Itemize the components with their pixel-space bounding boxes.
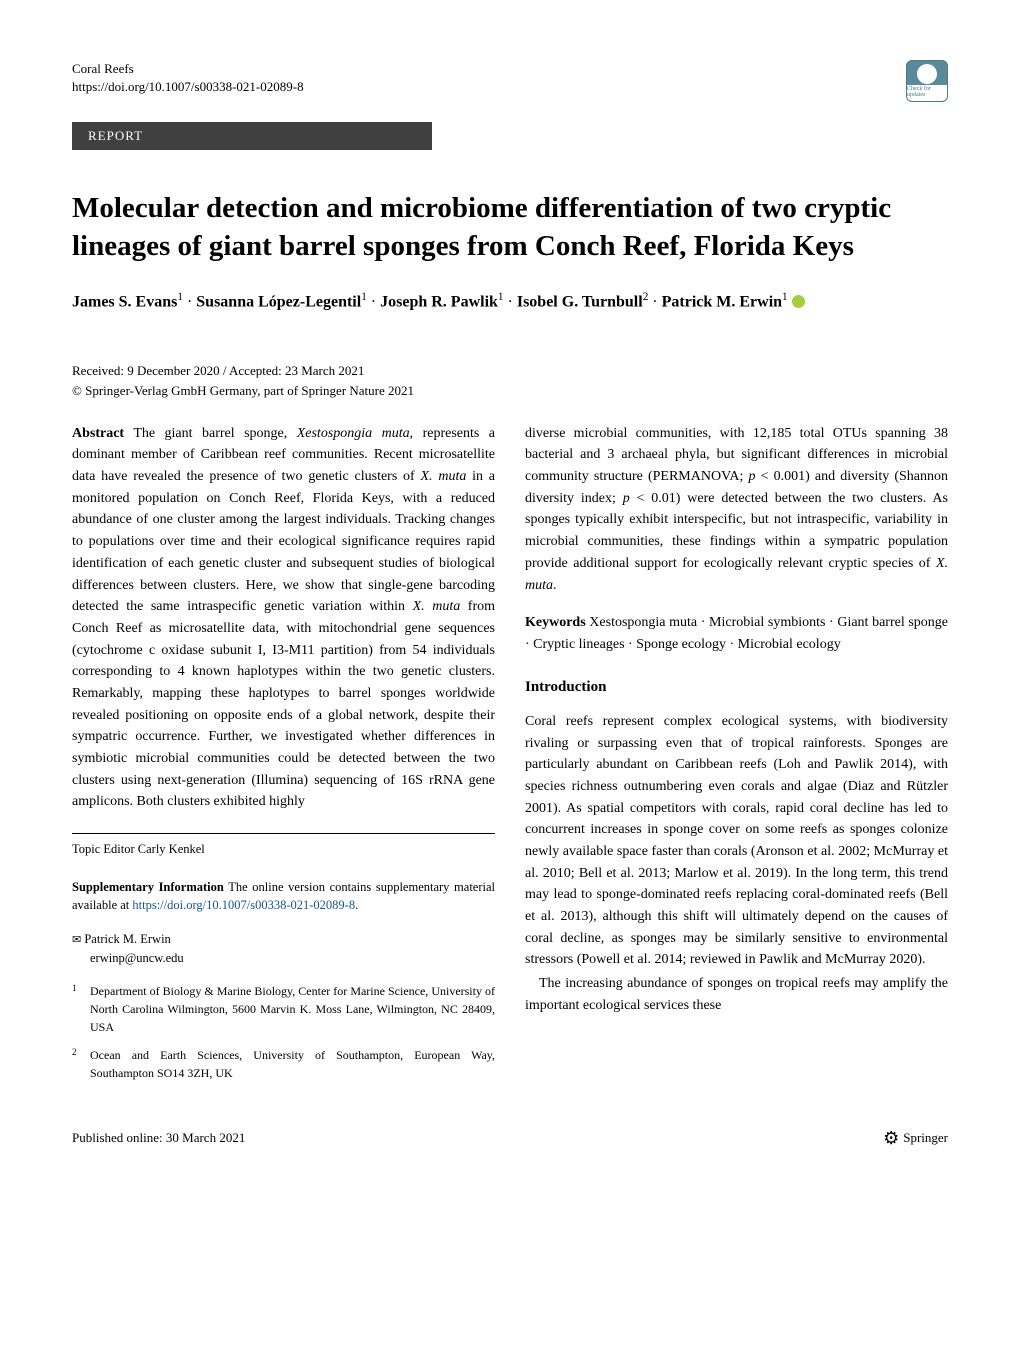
page-footer: Published online: 30 March 2021 ⚙ Spring… [72,1128,948,1149]
author-4: Isobel G. Turnbull [517,294,643,311]
article-title: Molecular detection and microbiome diffe… [72,190,948,265]
intro-paragraph-1: Coral reefs represent complex ecological… [525,711,948,971]
affil-1-text: Department of Biology & Marine Biology, … [90,982,495,1036]
affil-1-num: 1 [72,982,80,1036]
doi-link[interactable]: https://doi.org/10.1007/s00338-021-02089… [72,78,304,96]
author-3-affil: 1 [498,291,504,303]
author-1-affil: 1 [177,291,183,303]
report-badge: REPORT [72,122,432,150]
affil-2-text: Ocean and Earth Sciences, University of … [90,1046,495,1082]
published-online: Published online: 30 March 2021 [72,1130,245,1146]
abstract-text-2d: . [553,578,557,593]
corresponding-author: ✉ Patrick M. Erwin erwinp@uncw.edu [72,930,495,968]
p-value: p [623,491,630,506]
supplementary-info: Supplementary Information The online ver… [72,873,495,914]
received-accepted-dates: Received: 9 December 2020 / Accepted: 23… [72,363,948,379]
abstract-label: Abstract [72,426,124,441]
author-5-affil: 1 [782,291,788,303]
author-4-affil: 2 [643,291,649,303]
envelope-icon: ✉ [72,932,81,949]
publisher-name: Springer [903,1130,948,1146]
supp-link[interactable]: https://doi.org/10.1007/s00338-021-02089… [132,898,355,912]
topic-editor-line: Topic Editor Carly Kenkel [72,833,495,859]
supp-end: . [355,898,358,912]
corr-email: erwinp@uncw.edu [90,951,184,965]
abstract-text-1a: The giant barrel sponge, [124,426,297,441]
page-header: Coral Reefs https://doi.org/10.1007/s003… [72,60,948,102]
keywords-text: Xestospongia muta · Microbial symbionts … [525,615,948,652]
abstract-paragraph: Abstract The giant barrel sponge, Xestos… [72,423,495,813]
affiliation-1: 1 Department of Biology & Marine Biology… [72,982,495,1036]
p-value: p [749,469,756,484]
species-name: Xestospongia muta [297,426,410,441]
right-column: diverse microbial communities, with 12,1… [525,423,948,1092]
journal-info: Coral Reefs https://doi.org/10.1007/s003… [72,60,304,96]
corr-name: Patrick M. Erwin [84,932,170,946]
separator: · [187,294,196,311]
species-name: X. muta [421,469,467,484]
orcid-icon[interactable] [792,295,805,308]
separator: · [652,294,661,311]
author-list: James S. Evans1 · Susanna López-Legentil… [72,289,948,314]
separator: · [508,294,517,311]
check-updates-badge[interactable]: Check for updates [906,60,948,102]
keywords-label: Keywords [525,615,586,630]
separator: · [371,294,380,311]
intro-paragraph-2: The increasing abundance of sponges on t… [525,973,948,1016]
introduction-heading: Introduction [525,676,948,699]
author-5: Patrick M. Erwin [662,294,782,311]
affil-2-num: 2 [72,1046,80,1082]
author-3: Joseph R. Pawlik [380,294,498,311]
springer-icon: ⚙ [883,1128,899,1149]
two-column-layout: Abstract The giant barrel sponge, Xestos… [72,423,948,1092]
copyright-line: © Springer-Verlag GmbH Germany, part of … [72,383,948,399]
affiliations-list: 1 Department of Biology & Marine Biology… [72,982,495,1082]
author-2: Susanna López-Legentil [196,294,361,311]
check-updates-label: Check for updates [907,86,947,98]
supp-label: Supplementary Information [72,880,224,894]
author-2-affil: 1 [361,291,367,303]
journal-name: Coral Reefs [72,60,304,78]
keywords-paragraph: Keywords Xestospongia muta · Microbial s… [525,612,948,655]
author-1: James S. Evans [72,294,177,311]
left-column: Abstract The giant barrel sponge, Xestos… [72,423,495,1092]
abstract-text-1d: from Conch Reef as microsatellite data, … [72,599,495,809]
abstract-text-1c: in a monitored population on Conch Reef,… [72,469,495,614]
abstract-continuation: diverse microbial communities, with 12,1… [525,423,948,597]
check-circle-icon [917,64,937,84]
springer-logo: ⚙ Springer [883,1128,948,1149]
affiliation-2: 2 Ocean and Earth Sciences, University o… [72,1046,495,1082]
species-name: X. muta [413,599,461,614]
